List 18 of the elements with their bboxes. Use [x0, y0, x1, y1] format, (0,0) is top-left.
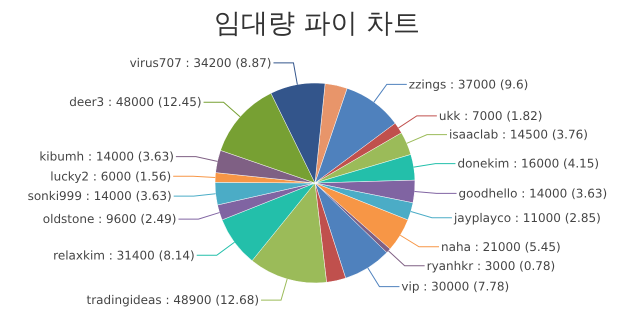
- slice-label: ukk : 7000 (1.82): [438, 108, 542, 123]
- slice-label: donekim : 16000 (4.15): [457, 156, 600, 171]
- slice-label: isaaclab : 14500 (3.76): [449, 128, 588, 142]
- slice-label: goodhello : 14000 (3.63): [458, 186, 608, 200]
- slice-label: ryanhkr : 3000 (0.78): [426, 258, 556, 273]
- slice-label: kibumh : 14000 (3.63): [39, 150, 174, 164]
- slice-label: jayplayco : 11000 (2.85): [452, 210, 601, 225]
- slice-label: relaxkim : 31400 (8.14): [53, 248, 195, 262]
- slice-label: lucky2 : 6000 (1.56): [50, 169, 172, 184]
- slice-label: tradingideas : 48900 (12.68): [86, 293, 260, 308]
- chart-title: 임대량 파이 차트: [214, 8, 420, 39]
- slice-label: oldstone : 9600 (2.49): [42, 212, 176, 226]
- slice-label: deer3 : 48000 (12.45): [69, 95, 202, 110]
- slice-label: sonki999 : 14000 (3.63): [28, 189, 172, 204]
- slice-label: naha : 21000 (5.45): [441, 240, 561, 254]
- slice-label: virus707 : 34200 (8.87): [130, 56, 272, 70]
- slice-label: vip : 30000 (7.78): [401, 280, 510, 294]
- slice-label: zzings : 37000 (9.6): [408, 77, 528, 92]
